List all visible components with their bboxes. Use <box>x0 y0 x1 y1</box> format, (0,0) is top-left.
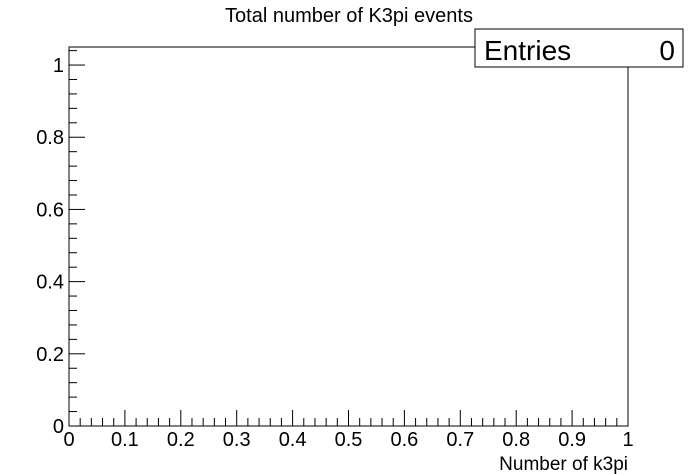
x-tick-label: 0.6 <box>390 429 418 451</box>
y-tick-label: 0.4 <box>36 272 64 294</box>
x-axis-label: Number of k3pi <box>499 454 628 474</box>
axis-ticks <box>68 50 629 427</box>
x-tick-label: 0.3 <box>223 429 251 451</box>
x-tick-label: 0.1 <box>111 429 139 451</box>
x-tick-label: 0 <box>63 429 74 451</box>
x-tick-label: 0.5 <box>335 429 363 451</box>
stats-entries-label: Entries <box>484 35 571 66</box>
x-tick-label: 0.4 <box>279 429 307 451</box>
x-tick-label: 0.7 <box>446 429 474 451</box>
chart-title: Total number of K3pi events <box>225 5 473 27</box>
stats-entries-value: 0 <box>659 35 675 66</box>
y-tick-label: 0 <box>53 416 64 438</box>
y-tick-label: 1 <box>53 55 64 77</box>
x-tick-label: 0.8 <box>502 429 530 451</box>
y-tick-label: 0.6 <box>36 199 64 221</box>
y-tick-label: 0.2 <box>36 344 64 366</box>
stats-box: Entries 0 <box>474 28 684 68</box>
x-axis-tick-labels: 0 0.1 0.2 0.3 0.4 0.5 0.6 0.7 0.8 0.9 1 <box>63 429 633 451</box>
y-axis-tick-labels: 0 0.2 0.4 0.6 0.8 1 <box>36 55 64 438</box>
plot-frame <box>68 46 629 427</box>
x-tick-label: 1 <box>622 429 633 451</box>
x-tick-label: 0.2 <box>167 429 195 451</box>
y-tick-label: 0.8 <box>36 127 64 149</box>
x-tick-label: 0.9 <box>558 429 586 451</box>
stats-box-frame <box>474 28 684 68</box>
